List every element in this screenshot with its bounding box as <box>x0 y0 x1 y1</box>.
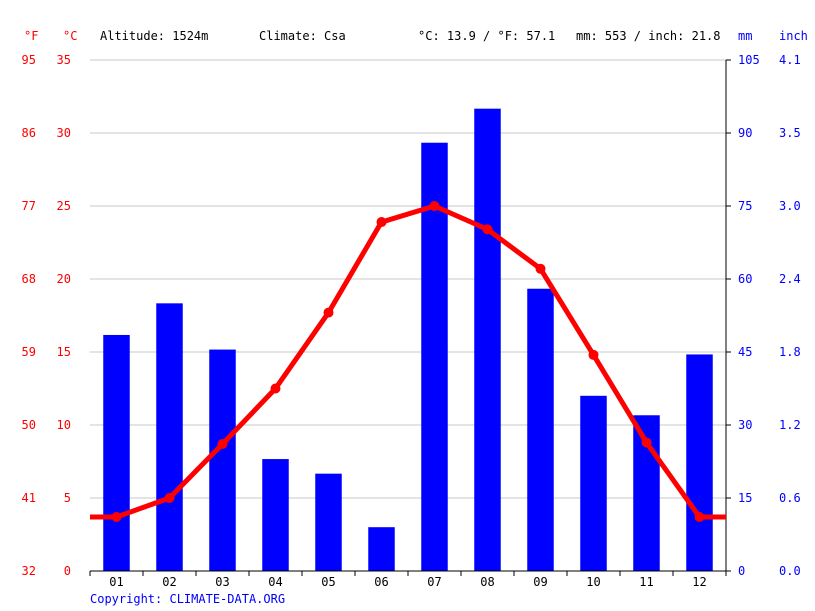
y-tick-inch: 3.0 <box>779 199 801 213</box>
y-tick-celsius: 5 <box>64 491 71 505</box>
precipitation-bar <box>103 334 130 571</box>
temperature-point <box>588 349 599 360</box>
y-tick-mm: 0 <box>738 564 745 578</box>
temperature-point <box>429 201 440 211</box>
y-tick-fahrenheit: 86 <box>22 126 36 140</box>
y-tick-mm: 90 <box>738 126 752 140</box>
temperature-point <box>694 511 705 522</box>
climate-label: Climate: Csa <box>259 29 346 43</box>
x-tick-month: 03 <box>215 575 229 589</box>
y-tick-fahrenheit: 68 <box>22 272 36 286</box>
y-tick-inch: 2.4 <box>779 272 801 286</box>
y-tick-mm: 15 <box>738 491 752 505</box>
x-tick-month: 10 <box>586 575 600 589</box>
x-tick-month: 11 <box>639 575 653 589</box>
y-tick-inch: 1.2 <box>779 418 801 432</box>
y-tick-celsius: 20 <box>57 272 71 286</box>
temperature-point <box>482 224 493 235</box>
avg-temperature-label: °C: 13.9 / °F: 57.1 <box>418 29 555 43</box>
altitude-label: Altitude: 1524m <box>100 29 208 43</box>
x-tick-month: 06 <box>374 575 388 589</box>
temperature-point <box>217 438 228 449</box>
temperature-line <box>90 201 726 522</box>
precipitation-bar <box>421 142 448 571</box>
y-tick-fahrenheit: 59 <box>22 345 36 359</box>
x-tick-month: 09 <box>533 575 547 589</box>
precipitation-bars <box>103 108 713 572</box>
precipitation-bar <box>527 288 554 571</box>
y-tick-celsius: 25 <box>57 199 71 213</box>
mm-unit-label: mm <box>738 29 752 43</box>
y-tick-celsius: 30 <box>57 126 71 140</box>
precipitation-bar <box>262 459 289 571</box>
gridlines <box>90 59 726 499</box>
temperature-line-path <box>90 203 726 520</box>
temperature-point <box>164 493 175 503</box>
x-tick-month: 07 <box>427 575 441 589</box>
precipitation-bar <box>580 395 607 571</box>
inch-unit-label: inch <box>779 29 808 43</box>
y-tick-inch: 3.5 <box>779 126 801 140</box>
y-tick-mm: 30 <box>738 418 752 432</box>
y-tick-fahrenheit: 41 <box>22 491 36 505</box>
x-tick-month: 04 <box>268 575 282 589</box>
x-tick-month: 02 <box>162 575 176 589</box>
y-tick-inch: 1.8 <box>779 345 801 359</box>
temperature-point <box>641 437 652 448</box>
axes <box>89 59 731 576</box>
temperature-point <box>323 307 334 318</box>
y-tick-fahrenheit: 32 <box>22 564 36 578</box>
y-tick-inch: 0.6 <box>779 491 801 505</box>
x-tick-month: 01 <box>109 575 123 589</box>
precipitation-bar <box>368 527 395 571</box>
copyright-text: Copyright: CLIMATE-DATA.ORG <box>90 592 286 606</box>
celsius-unit-label: °C <box>63 29 77 43</box>
y-tick-mm: 45 <box>738 345 752 359</box>
avg-precipitation-label: mm: 553 / inch: 21.8 <box>576 29 721 43</box>
precipitation-bar <box>209 349 236 571</box>
temperature-point <box>270 383 281 394</box>
y-tick-fahrenheit: 95 <box>22 53 36 67</box>
x-tick-month: 12 <box>692 575 706 589</box>
precipitation-bar <box>156 303 183 571</box>
tick-labels: 32 0 0 0.0 41 5 15 0.6 50 10 30 1.2 59 15 45 1.8 68 20 60 2… <box>22 53 801 589</box>
temperature-point <box>111 511 122 522</box>
y-tick-fahrenheit: 50 <box>22 418 36 432</box>
fahrenheit-unit-label: °F <box>24 29 38 43</box>
x-tick-month: 05 <box>321 575 335 589</box>
y-tick-celsius: 35 <box>57 53 71 67</box>
y-tick-mm: 75 <box>738 199 752 213</box>
y-tick-inch: 0.0 <box>779 564 801 578</box>
y-tick-mm: 60 <box>738 272 752 286</box>
y-tick-celsius: 0 <box>64 564 71 578</box>
temperature-point <box>376 217 387 228</box>
y-tick-mm: 105 <box>738 53 760 67</box>
precipitation-bar <box>474 108 501 572</box>
precipitation-bar <box>315 473 342 571</box>
y-tick-celsius: 15 <box>57 345 71 359</box>
temperature-point <box>535 263 546 274</box>
precipitation-bar <box>686 354 713 571</box>
y-tick-fahrenheit: 77 <box>22 199 36 213</box>
y-tick-inch: 4.1 <box>779 53 801 67</box>
y-tick-celsius: 10 <box>57 418 71 432</box>
x-tick-month: 08 <box>480 575 494 589</box>
